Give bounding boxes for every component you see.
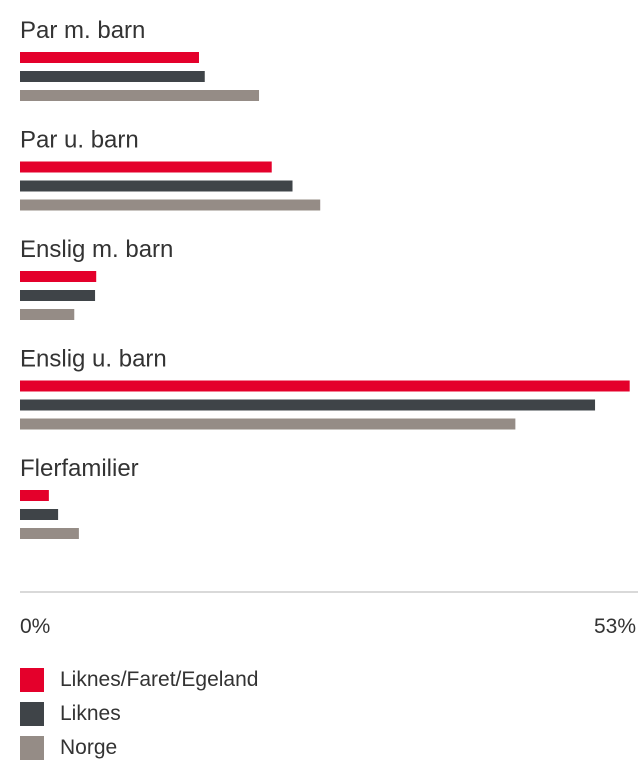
category-label: Enslig u. barn [20, 346, 167, 373]
legend-swatch [20, 702, 44, 726]
bar [20, 490, 49, 501]
category-group: Enslig m. barn [20, 236, 173, 320]
legend-label: Liknes/Faret/Egeland [60, 668, 259, 691]
bar [20, 161, 272, 173]
legend: Liknes/Faret/Egeland Liknes Norge [20, 663, 258, 765]
category-label: Enslig m. barn [20, 236, 173, 263]
bar [20, 528, 79, 539]
category-group: Flerfamilier [20, 455, 139, 539]
bar [20, 52, 199, 63]
category-label: Par u. barn [20, 127, 139, 154]
legend-item: Norge [20, 731, 258, 765]
x-tick-label-min: 0% [20, 615, 50, 638]
bar [20, 71, 205, 82]
bar-chart: Par m. barn Par u. barn Enslig m. barn Ensl… [20, 17, 638, 638]
legend-swatch [20, 736, 44, 760]
category-label: Par m. barn [20, 17, 145, 44]
x-tick-label-max: 53% [594, 615, 636, 638]
legend-label: Liknes [60, 702, 121, 725]
category-label: Flerfamilier [20, 455, 139, 482]
bar [20, 380, 630, 392]
bar [20, 90, 260, 101]
bar [20, 309, 75, 320]
category-groups: Par m. barn Par u. barn Enslig m. barn Ensl… [20, 17, 630, 539]
legend-label: Norge [60, 736, 118, 759]
category-group: Enslig u. barn [20, 346, 630, 430]
bar [20, 290, 96, 301]
legend-swatch [20, 668, 44, 692]
bar [20, 199, 321, 211]
legend-item: Liknes [20, 697, 258, 731]
category-group: Par m. barn [20, 17, 260, 101]
legend-item: Liknes/Faret/Egeland [20, 663, 258, 697]
bar [20, 418, 516, 430]
category-group: Par u. barn [20, 127, 321, 211]
bar [20, 399, 596, 411]
bar [20, 509, 59, 520]
bar [20, 180, 293, 192]
bar [20, 271, 97, 282]
